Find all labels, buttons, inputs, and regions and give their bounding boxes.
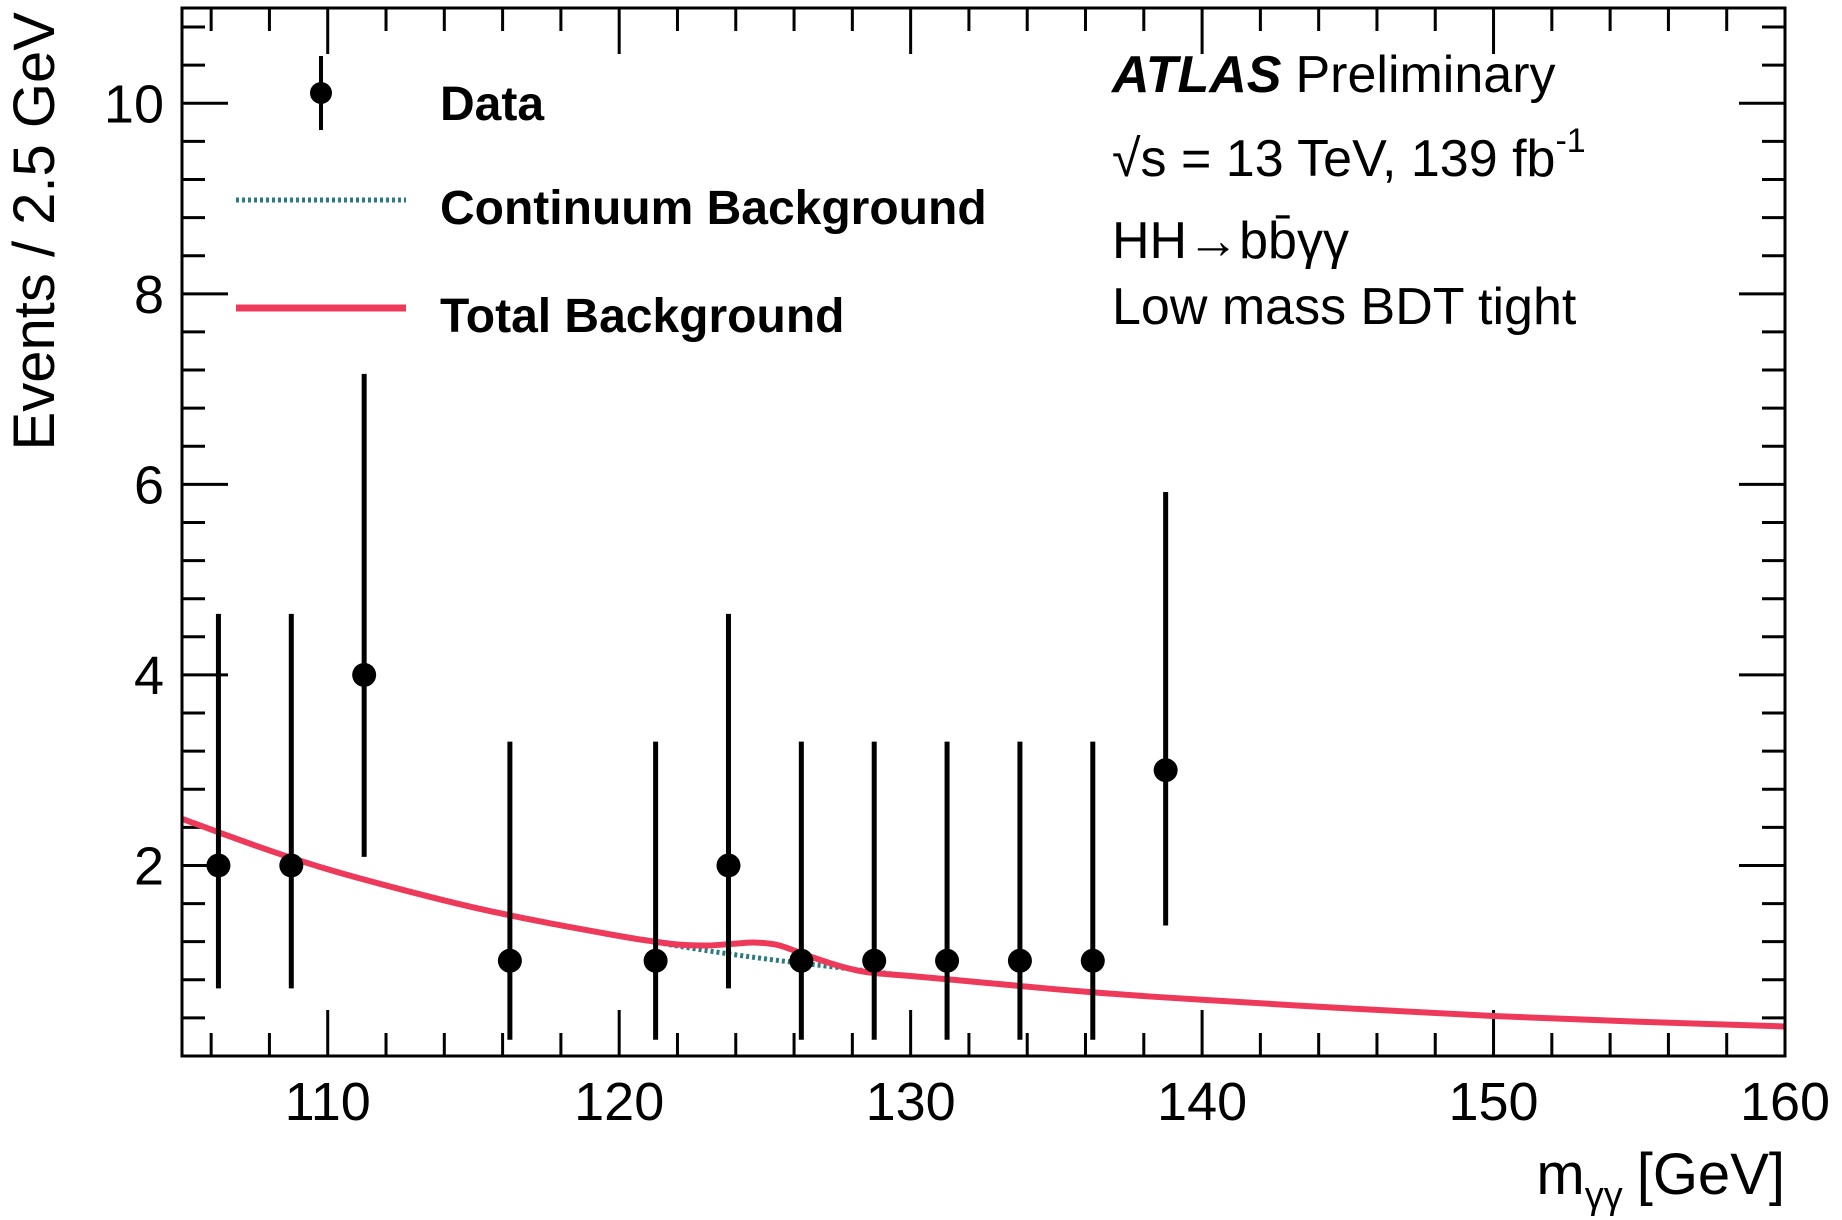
- y-tick-label: 2: [134, 836, 164, 896]
- y-tick-label: 6: [134, 455, 164, 515]
- legend-entry-data: Data: [310, 56, 544, 131]
- data-point: [497, 741, 522, 1040]
- x-axis-title: mγγ [GeV]: [1536, 1142, 1785, 1217]
- data-marker: [716, 853, 741, 878]
- data-points: [206, 373, 1178, 1040]
- x-tick-label: 120: [574, 1072, 664, 1132]
- category-label: Low mass BDT tight: [1112, 278, 1577, 336]
- data-marker: [1153, 758, 1178, 783]
- data-point: [1153, 491, 1178, 926]
- data-marker: [279, 853, 304, 878]
- energy-lumi-label: √s = 13 TeV, 139 fb-1: [1112, 122, 1586, 188]
- data-marker: [206, 853, 231, 878]
- process-label: HH→bb̄γγ: [1112, 212, 1349, 270]
- legend-label-total: Total Background: [440, 290, 844, 343]
- y-tick-label: 8: [134, 265, 164, 325]
- atlas-label: ATLAS Preliminary: [1110, 46, 1556, 104]
- data-point: [279, 613, 304, 989]
- data-marker: [789, 948, 814, 973]
- atlas-label-block: ATLAS Preliminary √s = 13 TeV, 139 fb-1 H…: [1110, 46, 1586, 336]
- data-point: [1080, 741, 1105, 1040]
- data-marker: [643, 948, 668, 973]
- legend-entry-continuum: Continuum Background: [236, 182, 987, 235]
- legend-label-data: Data: [440, 78, 544, 131]
- legend-entry-total: Total Background: [236, 290, 844, 343]
- plot-frame: [180, 6, 1787, 1058]
- x-tick-label: 160: [1740, 1072, 1830, 1132]
- axis-ticks: [182, 8, 1787, 1056]
- data-point: [1007, 741, 1032, 1040]
- data-marker: [352, 662, 377, 687]
- data-point: [352, 373, 377, 857]
- data-point: [935, 741, 960, 1040]
- data-marker: [862, 948, 887, 973]
- legend-label-continuum: Continuum Background: [440, 182, 987, 235]
- y-tick-label: 10: [104, 74, 164, 134]
- x-tick-label: 110: [285, 1072, 371, 1132]
- x-tick-label: 150: [1448, 1072, 1538, 1132]
- legend: Data Continuum Background Total Backgrou…: [236, 56, 987, 343]
- data-point: [206, 613, 231, 989]
- x-tick-label: 130: [866, 1072, 956, 1132]
- legend-data-marker: [310, 82, 332, 104]
- data-point: [643, 741, 668, 1040]
- y-axis-title: Events / 2.5 GeV: [2, 12, 67, 451]
- data-point: [716, 613, 741, 989]
- x-tick-label: 140: [1157, 1072, 1247, 1132]
- data-marker: [1080, 948, 1105, 973]
- y-tick-label: 4: [134, 646, 164, 706]
- data-marker: [497, 948, 522, 973]
- axis-tick-labels: 110 120 130 140 150 160 2 4 6 8 10: [104, 74, 1830, 1132]
- data-point: [862, 741, 887, 1040]
- data-point: [789, 741, 814, 1040]
- data-marker: [935, 948, 960, 973]
- data-marker: [1007, 948, 1032, 973]
